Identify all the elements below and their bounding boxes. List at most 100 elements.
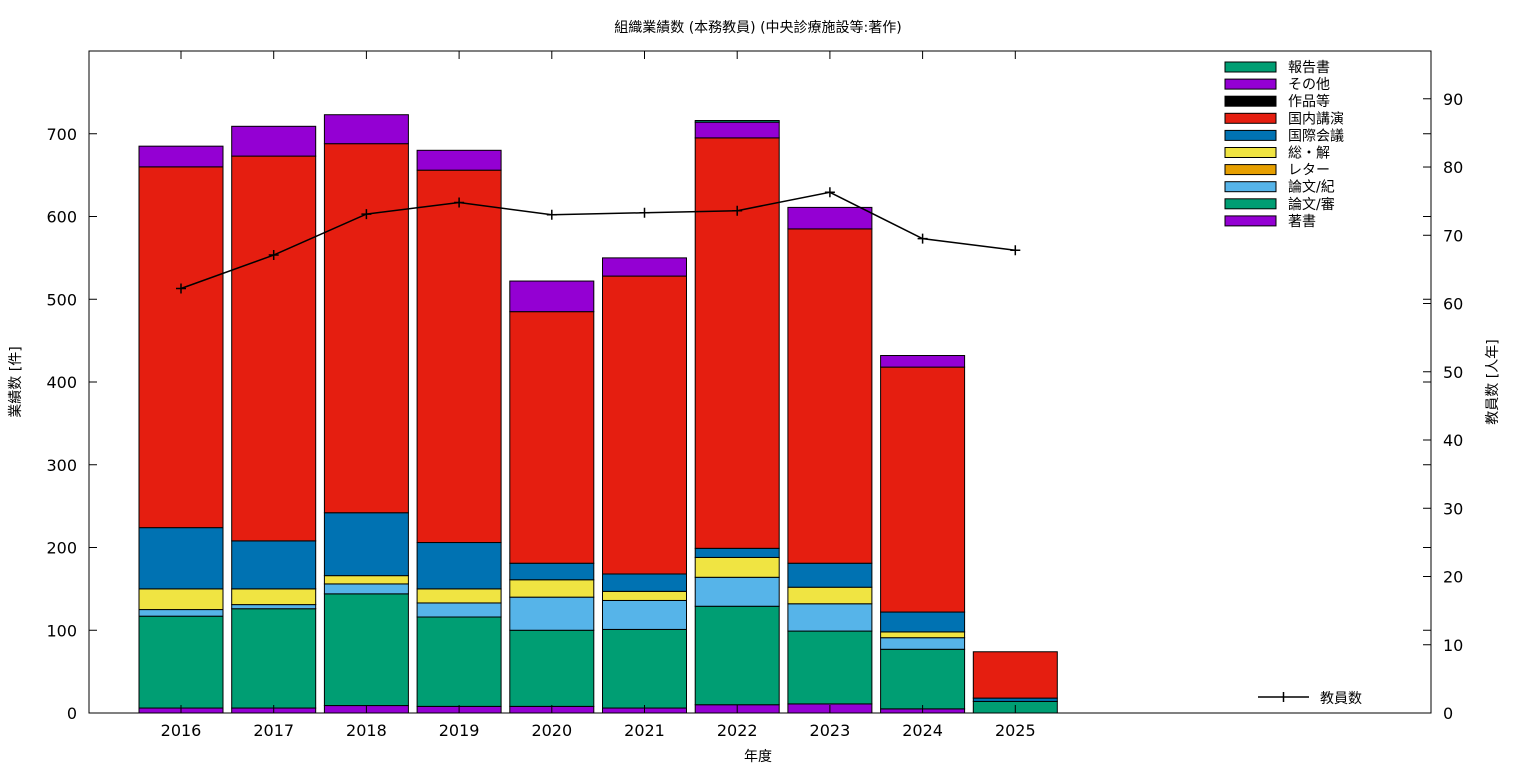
legend-swatch [1224, 215, 1277, 227]
bar-segment-2016-8 [138, 145, 224, 168]
bar-segment-2023-2 [787, 603, 873, 632]
y2-tick-label: 80 [1443, 158, 1463, 177]
x-tick-label: 2019 [439, 721, 480, 740]
legend-label: 報告書 [1288, 60, 1330, 76]
bar-segment-2021-2 [602, 599, 687, 630]
bar-segment-2022-4 [694, 556, 780, 578]
line-layer [176, 187, 1021, 294]
y-tick-label: 700 [46, 125, 77, 144]
y-tick-label: 100 [46, 621, 77, 640]
y2-tick-label: 0 [1443, 704, 1453, 723]
bar-segment-2024-8 [880, 355, 966, 368]
bar-segment-2020-4 [509, 579, 595, 598]
line-point-2020 [546, 209, 557, 220]
bar-segment-2016-4 [138, 588, 224, 611]
bar-segment-2022-9 [694, 120, 780, 123]
bar-segment-2019-1 [416, 616, 502, 707]
legend-label: 国際会議 [1288, 127, 1344, 144]
legend-swatch [1224, 181, 1277, 193]
bar-segment-2019-2 [416, 602, 502, 618]
legend-swatch [1224, 78, 1277, 90]
legend-swatch [1224, 198, 1277, 210]
legend-swatch [1224, 129, 1277, 141]
bar-segment-2019-5 [416, 542, 502, 590]
bar-segment-2022-1 [694, 605, 780, 706]
y2-axis-label: 教員数 [人年] [1485, 339, 1501, 424]
legend-label: その他 [1288, 77, 1330, 93]
bar-segment-2024-5 [880, 611, 966, 633]
legend-label: 作品等 [1288, 93, 1330, 110]
y-tick-label: 300 [46, 456, 77, 475]
bar-segment-2021-4 [602, 590, 687, 601]
legend-swatch [1224, 112, 1277, 124]
y2-tick-label: 10 [1443, 636, 1463, 655]
bar-segment-2025-6 [972, 651, 1058, 699]
legend-swatch [1224, 164, 1277, 176]
y-tick-label: 400 [46, 373, 77, 392]
legend-label: 総・解 [1288, 146, 1330, 162]
bar-segment-2024-6 [880, 366, 966, 613]
bar-segment-2024-2 [880, 637, 966, 650]
bar-segment-2017-6 [231, 155, 317, 542]
bar-segment-2016-6 [138, 166, 224, 529]
line-point-2016 [176, 283, 186, 294]
bar-segment-2019-6 [416, 169, 502, 544]
bar-segment-2018-2 [323, 583, 409, 595]
y2-tick-label: 30 [1443, 499, 1463, 518]
y-tick-label: 600 [46, 208, 77, 227]
x-tick-label: 2018 [346, 721, 387, 740]
bar-segment-2022-6 [694, 137, 780, 549]
y2-tick-label: 70 [1443, 226, 1463, 245]
x-tick-label: 2017 [253, 721, 294, 740]
legend-swatch [1224, 61, 1277, 73]
bar-segment-2024-1 [880, 648, 966, 710]
legend-label: 著書 [1288, 214, 1316, 230]
y2-tick-label: 90 [1443, 90, 1463, 109]
line-series [180, 191, 1016, 290]
bar-segment-2017-8 [231, 125, 317, 157]
x-axis: 2016 2017 2018 2019 2020 2021 2022 2023 2024 2025 [161, 51, 1036, 740]
line-point-2018 [361, 209, 372, 220]
bar-segment-2024-4 [880, 631, 966, 639]
bar-segment-2018-8 [323, 114, 409, 145]
bar-segment-2019-4 [416, 588, 502, 604]
bar-segment-2023-1 [787, 630, 873, 705]
bar-segment-2018-5 [323, 512, 409, 577]
legend-label: 国内講演 [1288, 111, 1344, 127]
bar-segment-2022-5 [694, 547, 780, 558]
y-axis-label: 業績数 [件] [8, 346, 24, 417]
y-tick-label: 0 [67, 704, 77, 723]
bar-segment-2018-6 [323, 143, 409, 514]
legend-label: 論文/紀 [1288, 180, 1335, 196]
bar-segment-2023-8 [787, 206, 873, 230]
bar-segment-2017-5 [231, 540, 317, 590]
bar-segment-2023-6 [787, 228, 873, 564]
y-axis: 0 100 200 300 400 500 600 700 [46, 125, 1431, 723]
bar-segment-2022-8 [694, 121, 780, 139]
bar-segment-2018-4 [323, 575, 409, 585]
bar-segment-2021-6 [602, 275, 687, 575]
line-point-2022 [732, 205, 743, 216]
x-tick-label: 2024 [902, 721, 943, 740]
bar-segment-2023-4 [787, 586, 873, 605]
x-tick-label: 2021 [624, 721, 665, 740]
bar-segment-2019-8 [416, 149, 502, 171]
y-tick-label: 500 [46, 290, 77, 309]
bar-segment-2020-5 [509, 562, 595, 581]
x-tick-label: 2025 [995, 721, 1036, 740]
x-tick-label: 2016 [161, 721, 202, 740]
legend-label: 論文/審 [1288, 197, 1335, 213]
bar-segment-2017-4 [231, 588, 317, 606]
legend-swatch [1224, 95, 1277, 107]
y2-axis: 0 10 20 30 40 50 60 70 80 90 [1423, 90, 1463, 723]
bar-segment-2020-1 [509, 629, 595, 707]
x-tick-label: 2023 [810, 721, 851, 740]
y-tick-label: 200 [46, 539, 77, 558]
legend-line: 教員数 [1258, 691, 1362, 707]
legend-line-label: 教員数 [1320, 691, 1362, 707]
y2-tick-label: 20 [1443, 568, 1463, 587]
legend-label: レター [1288, 163, 1330, 179]
bar-segment-2016-5 [138, 527, 224, 590]
bar-segment-2022-2 [694, 576, 780, 607]
